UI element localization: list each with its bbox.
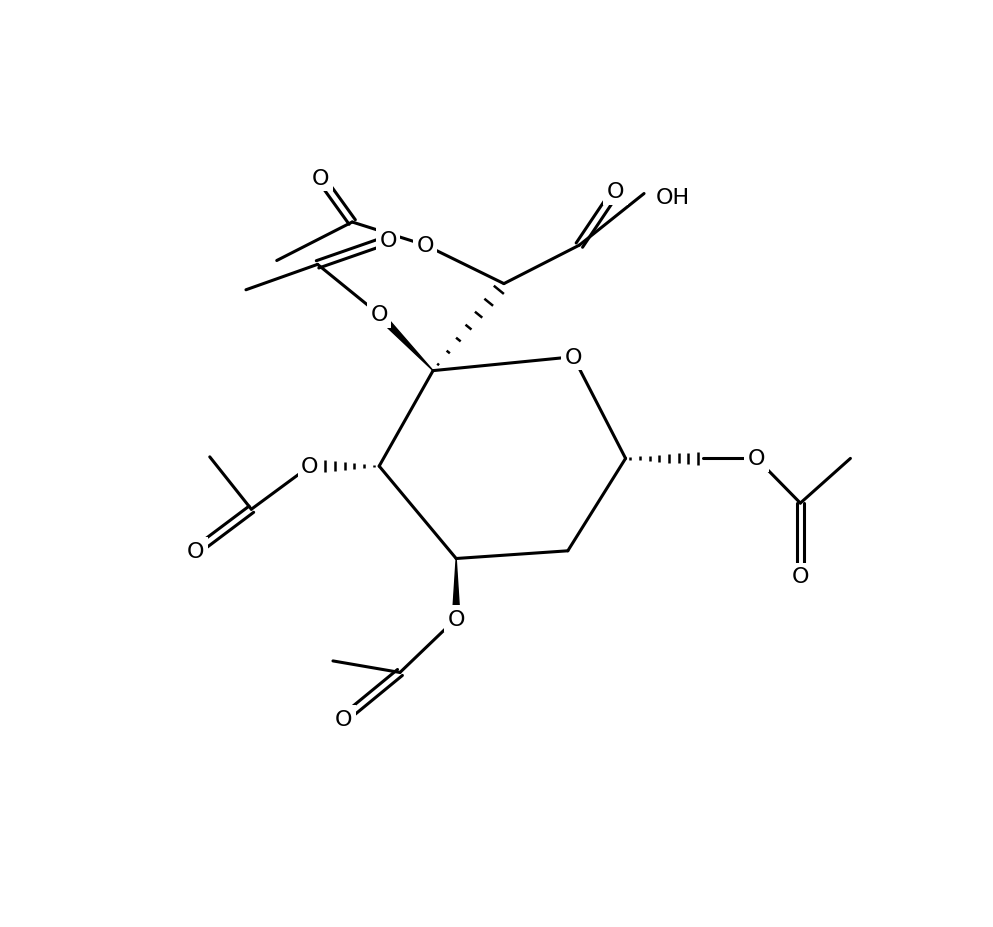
Text: O: O (748, 449, 766, 469)
Text: O: O (335, 709, 353, 729)
Polygon shape (453, 559, 460, 619)
Text: O: O (448, 609, 465, 629)
Text: O: O (301, 457, 319, 476)
Text: O: O (791, 566, 809, 587)
Text: O: O (312, 169, 330, 189)
Text: O: O (379, 231, 397, 250)
Text: OH: OH (655, 188, 690, 209)
Text: O: O (417, 235, 434, 256)
Text: O: O (564, 348, 582, 367)
Polygon shape (376, 312, 433, 371)
Text: O: O (607, 182, 625, 202)
Text: O: O (370, 305, 388, 325)
Text: O: O (187, 541, 205, 561)
